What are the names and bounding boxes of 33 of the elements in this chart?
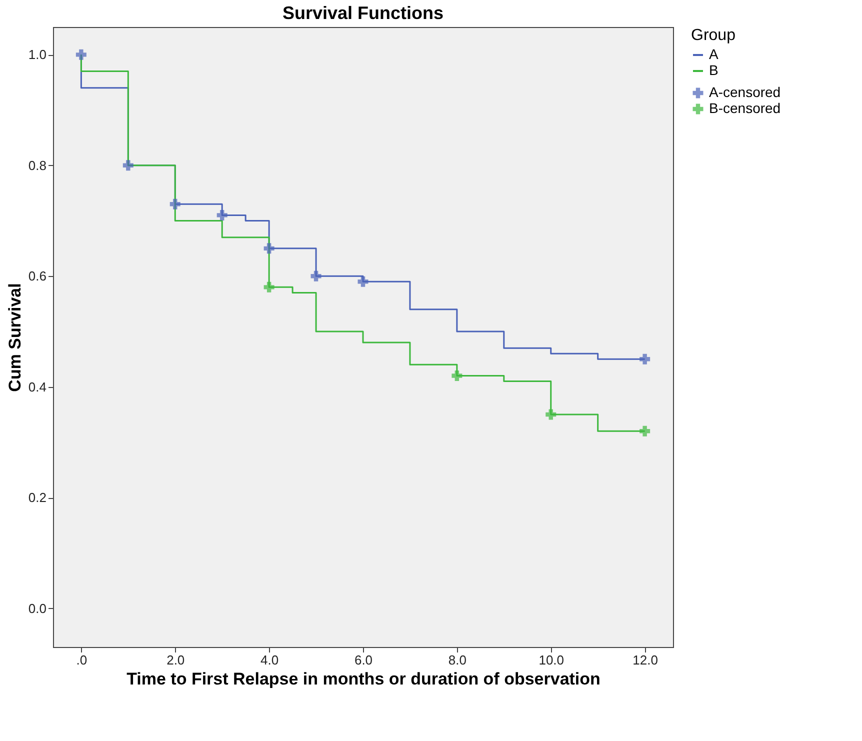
x-tick-label: 10.0 <box>538 652 564 668</box>
point <box>122 160 134 171</box>
y-tick-label: 0.2 <box>28 490 46 506</box>
y-tick-label: 0.6 <box>28 268 46 284</box>
x-tick-label: 12.0 <box>632 652 658 668</box>
legend-label: A-censored <box>709 84 781 100</box>
point <box>264 282 274 292</box>
point <box>76 49 86 60</box>
y-tick-label: 1.0 <box>28 47 46 62</box>
point <box>264 243 274 254</box>
point <box>640 426 650 436</box>
chart-title: Survival Functions <box>282 3 444 23</box>
y-axis-title: Cum Survival <box>5 283 24 392</box>
point <box>170 198 180 210</box>
x-tick-label: 8.0 <box>448 652 466 668</box>
y-tick-label: 0.0 <box>28 600 46 616</box>
point <box>358 276 368 287</box>
legend-label: B-censored <box>709 100 781 116</box>
point <box>452 370 462 381</box>
point <box>546 409 556 420</box>
legend-label: A <box>709 46 719 62</box>
legend-title: Group <box>691 27 736 44</box>
x-tick-label: 6.0 <box>354 652 373 668</box>
y-tick-label: 0.4 <box>28 379 46 394</box>
x-axis-title: Time to First Relapse in months or duration of observation <box>126 670 600 688</box>
x-tick-label: .0 <box>76 652 88 668</box>
legend-label: B <box>709 62 718 78</box>
y-tick-label: 0.8 <box>28 158 46 173</box>
point <box>640 354 650 364</box>
point <box>216 210 228 220</box>
point <box>310 270 322 282</box>
x-tick-label: 2.0 <box>166 652 185 668</box>
x-tick-label: 4.0 <box>260 652 279 668</box>
